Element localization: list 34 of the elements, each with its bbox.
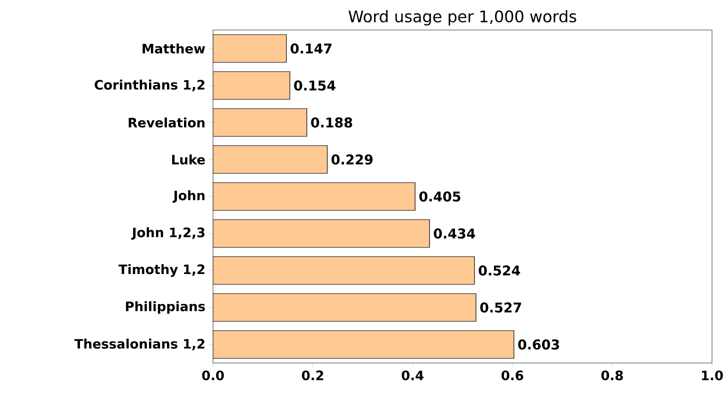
data-label: 0.434 <box>434 228 476 239</box>
bar <box>213 71 290 100</box>
bar <box>213 330 514 359</box>
x-tick-label: 0.0 <box>202 370 224 380</box>
y-tick-label: Timothy 1,2 <box>118 264 204 277</box>
data-label: 0.603 <box>518 339 560 350</box>
y-tick-label: Revelation <box>128 117 204 128</box>
x-tick-label: 0.8 <box>601 370 623 380</box>
y-tick-label: John <box>172 190 204 203</box>
bar <box>213 293 476 322</box>
y-tick-label: John 1,2,3 <box>131 227 204 240</box>
y-tick-label: Corinthians 1,2 <box>94 80 204 92</box>
bar <box>213 219 430 248</box>
data-label: 0.524 <box>478 265 520 276</box>
data-label: 0.147 <box>290 43 332 54</box>
x-tick-label: 0.2 <box>302 370 324 380</box>
data-label: 0.229 <box>332 154 373 165</box>
bar <box>213 182 416 211</box>
data-label: 0.154 <box>294 80 336 91</box>
x-tick-label: 0.6 <box>502 370 524 380</box>
bar <box>213 145 328 174</box>
x-tick-label: 0.4 <box>402 370 424 380</box>
data-label: 0.405 <box>419 191 460 202</box>
bar <box>213 256 475 285</box>
data-label: 0.527 <box>480 302 522 313</box>
y-tick-label: Matthew <box>142 43 206 54</box>
bar <box>213 108 308 137</box>
y-tick-label: Luke <box>172 154 205 165</box>
chart-title: Word usage per 1,000 words <box>348 10 576 26</box>
data-label: 0.188 <box>311 117 352 128</box>
bar <box>213 34 287 63</box>
x-tick-label: 1.0 <box>702 370 723 380</box>
y-tick-label: Philippians <box>126 301 205 314</box>
y-tick-label: Thessalonians 1,2 <box>74 338 204 350</box>
